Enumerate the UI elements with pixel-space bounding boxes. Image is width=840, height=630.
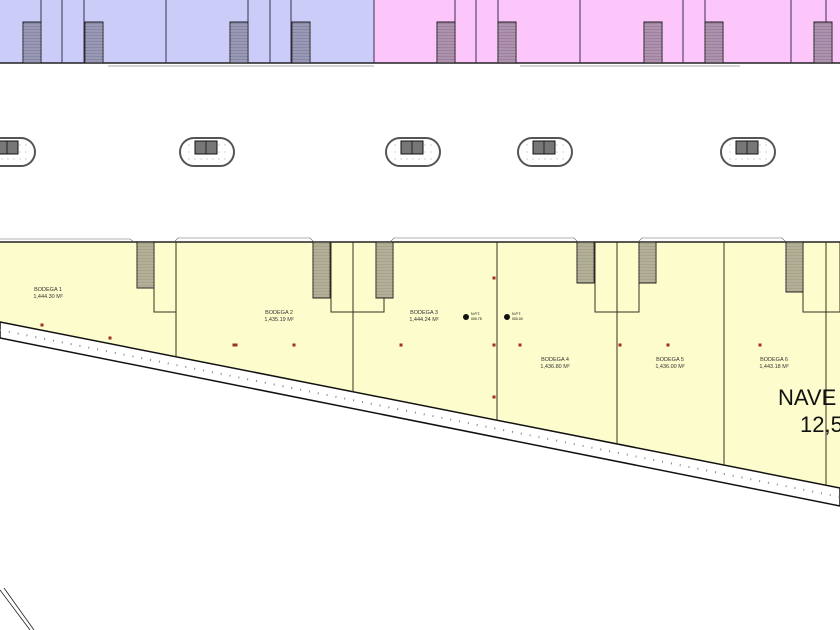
column-marker [292, 343, 296, 347]
column-marker [492, 395, 496, 399]
level-marker-label: N.P.T. [471, 312, 480, 316]
stair-icon [22, 21, 42, 64]
bodegas-building [0, 237, 840, 507]
bodega-2-area: 1,435.19 M² [264, 317, 294, 323]
bodega-5-area: 1,436.00 M² [655, 364, 685, 370]
stair-icon [638, 241, 657, 284]
planter-island [517, 137, 573, 167]
bench-icon [0, 140, 19, 155]
bodega-4-area: 1,436.80 M² [540, 364, 570, 370]
stair-icon [312, 241, 331, 299]
stair-icon [136, 241, 155, 289]
bodega-5-name: BODEGA 5 [656, 357, 684, 363]
stair-icon [497, 21, 517, 64]
stair-icon [813, 21, 833, 64]
column-marker [618, 343, 622, 347]
stair-icon [436, 21, 456, 64]
bodega-3-area: 1,444.24 M² [409, 317, 439, 323]
stair-icon [643, 21, 663, 64]
planter-island [385, 137, 441, 167]
bodega-1-name: BODEGA 1 [34, 287, 62, 293]
level-marker-value: 000.75 [471, 317, 482, 321]
column-marker [40, 323, 44, 327]
bodega-6-name: BODEGA 6 [760, 357, 788, 363]
stair-icon [291, 21, 311, 64]
nave-area: 12,5 [800, 412, 840, 437]
level-marker-value: 000.00 [512, 317, 523, 321]
bodega-floor [0, 242, 840, 488]
level-marker-icon [504, 314, 510, 320]
stair-icon [375, 241, 394, 299]
column-marker [108, 336, 112, 340]
sidewalk-band [0, 321, 840, 507]
bodega-6-area: 1,443.18 M² [759, 364, 789, 370]
planter-island [179, 137, 235, 167]
level-marker-icon [463, 314, 469, 320]
column-marker [492, 276, 496, 280]
bodega-3-name: BODEGA 3 [410, 310, 438, 316]
stair-icon [704, 21, 724, 64]
bodega-1-area: 1,444.30 M² [33, 294, 63, 300]
column-marker [666, 343, 670, 347]
purple-block [0, 0, 374, 63]
stair-icon [785, 241, 804, 293]
stair-icon [229, 21, 249, 64]
level-marker-1: N.P.T. 000.75 [463, 312, 482, 321]
stair-icon [84, 21, 104, 64]
column-marker [399, 343, 403, 347]
planter-island [0, 137, 36, 167]
bodega-4-name: BODEGA 4 [541, 357, 569, 363]
bodega-labels: BODEGA 1 1,444.30 M² BODEGA 2 1,435.19 M… [33, 287, 840, 437]
column-marker [234, 343, 238, 347]
top-building-block [0, 0, 840, 67]
column-marker [518, 343, 522, 347]
column-marker [492, 343, 496, 347]
bodega-2-name: BODEGA 2 [265, 310, 293, 316]
level-marker-label: N.P.T. [512, 312, 521, 316]
column-marker [758, 343, 762, 347]
column-marker [232, 343, 236, 347]
level-marker-2: N.P.T. 000.00 [504, 312, 523, 321]
nave-title: NAVE [778, 385, 836, 410]
parking-islands [0, 137, 776, 167]
planter-island [720, 137, 776, 167]
stair-icon [576, 241, 595, 284]
